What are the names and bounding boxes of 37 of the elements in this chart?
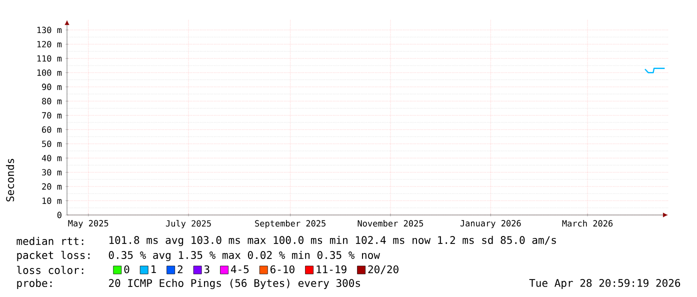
- y-tick-label: 30 m: [42, 169, 62, 176]
- text: 101.8 ms avg 103.0 ms max 100.0 ms min 102.4 ms now 1.2 ms sd 85.0 am/s: [109, 236, 556, 246]
- text: median rtt:: [16, 236, 84, 246]
- y-tick-label: 0: [57, 212, 62, 218]
- y-tick-label: 10 m: [42, 198, 62, 204]
- x-tick-label: March 2026: [562, 220, 613, 227]
- y-tick-label: 70 m: [42, 112, 62, 119]
- x-tick-label: July 2025: [166, 220, 211, 228]
- text: probe:: [17, 278, 52, 290]
- text: 20 ICMP Echo Pings (56 Bytes) every 300s: [108, 278, 360, 290]
- y-tick-label: 120 m: [37, 40, 62, 48]
- legend-label: 6-10: [270, 265, 294, 274]
- x-tick-label: September 2025: [255, 220, 326, 228]
- y-tick-label: 90 m: [42, 84, 62, 90]
- legend-title: loss color:: [17, 266, 84, 274]
- legend-label: 2: [178, 265, 182, 274]
- y-tick-label: 100 m: [37, 69, 62, 76]
- text: packet loss:: [17, 250, 90, 262]
- text: 0.35 % avg 1.35 % max 0.02 % min 0.35 % now: [108, 250, 380, 262]
- y-tick-label: 80 m: [42, 98, 62, 104]
- legend-label: 4-5: [230, 265, 249, 274]
- legend-label: 0: [124, 265, 130, 274]
- y-tick-label: 20 m: [42, 183, 62, 190]
- legend-label: 3: [204, 265, 210, 274]
- y-tick-label: 40 m: [42, 154, 62, 162]
- legend-label: 20/20: [368, 265, 398, 274]
- y-tick-label: 130 m: [37, 26, 62, 34]
- y-tick-label: 50 m: [42, 140, 62, 148]
- legend-label: 11-19: [316, 265, 346, 274]
- y-axis-title: Seconds: [6, 158, 14, 202]
- x-tick-label: May 2025: [68, 220, 108, 228]
- text: Tue Apr 28 20:59:19 2026: [529, 278, 680, 289]
- y-tick-label: 110 m: [37, 55, 62, 62]
- legend-label: 1: [152, 265, 156, 274]
- x-tick-label: November 2025: [358, 220, 424, 227]
- x-tick-label: January 2026: [460, 220, 521, 228]
- y-tick-label: 60 m: [42, 126, 62, 133]
